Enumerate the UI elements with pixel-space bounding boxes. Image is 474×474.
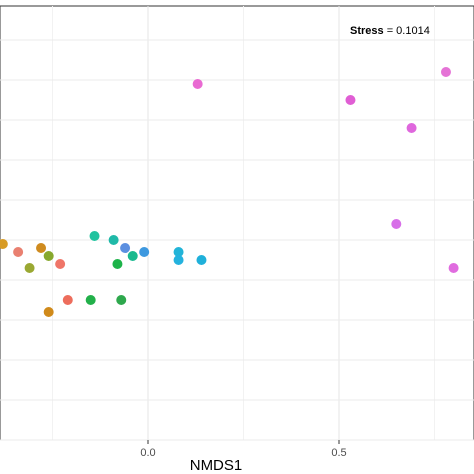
x-axis-ticks: 0.0 0.5: [140, 440, 347, 459]
scatter-point: [55, 259, 66, 269]
scatter-point: [120, 243, 131, 253]
x-tick-label: 0.0: [140, 447, 155, 459]
scatter-point: [13, 247, 24, 257]
scatter-point: [127, 251, 138, 261]
scatter-point: [24, 263, 35, 273]
scatter-point: [112, 259, 123, 269]
scatter-point: [192, 79, 203, 89]
stress-annotation: Stress = 0.1014: [350, 25, 430, 37]
scatter-point: [108, 235, 119, 245]
scatter-point: [345, 95, 356, 105]
scatter-point: [440, 67, 451, 77]
scatter-point: [116, 295, 127, 305]
scatter-point: [406, 123, 417, 133]
scatter-point: [139, 247, 150, 257]
x-axis-title: NMDS1: [190, 457, 243, 474]
scatter-point: [89, 231, 100, 241]
stress-label: Stress: [350, 25, 384, 37]
scatter-point: [36, 243, 47, 253]
scatter-point: [391, 219, 402, 229]
scatter-point: [173, 247, 184, 257]
x-tick-label: 0.5: [331, 447, 346, 459]
stress-value: = 0.1014: [384, 25, 430, 37]
scatter-point: [0, 239, 8, 249]
scatter-point: [43, 251, 54, 261]
scatter-point: [85, 295, 96, 305]
scatter-point: [196, 255, 207, 265]
scatter-point: [173, 255, 184, 265]
scatter-point: [43, 307, 54, 317]
data-points: [0, 67, 459, 317]
scatter-point: [448, 263, 459, 273]
scatter-point: [62, 295, 73, 305]
plot-panel: [0, 5, 474, 441]
grid-lines: [0, 6, 474, 441]
